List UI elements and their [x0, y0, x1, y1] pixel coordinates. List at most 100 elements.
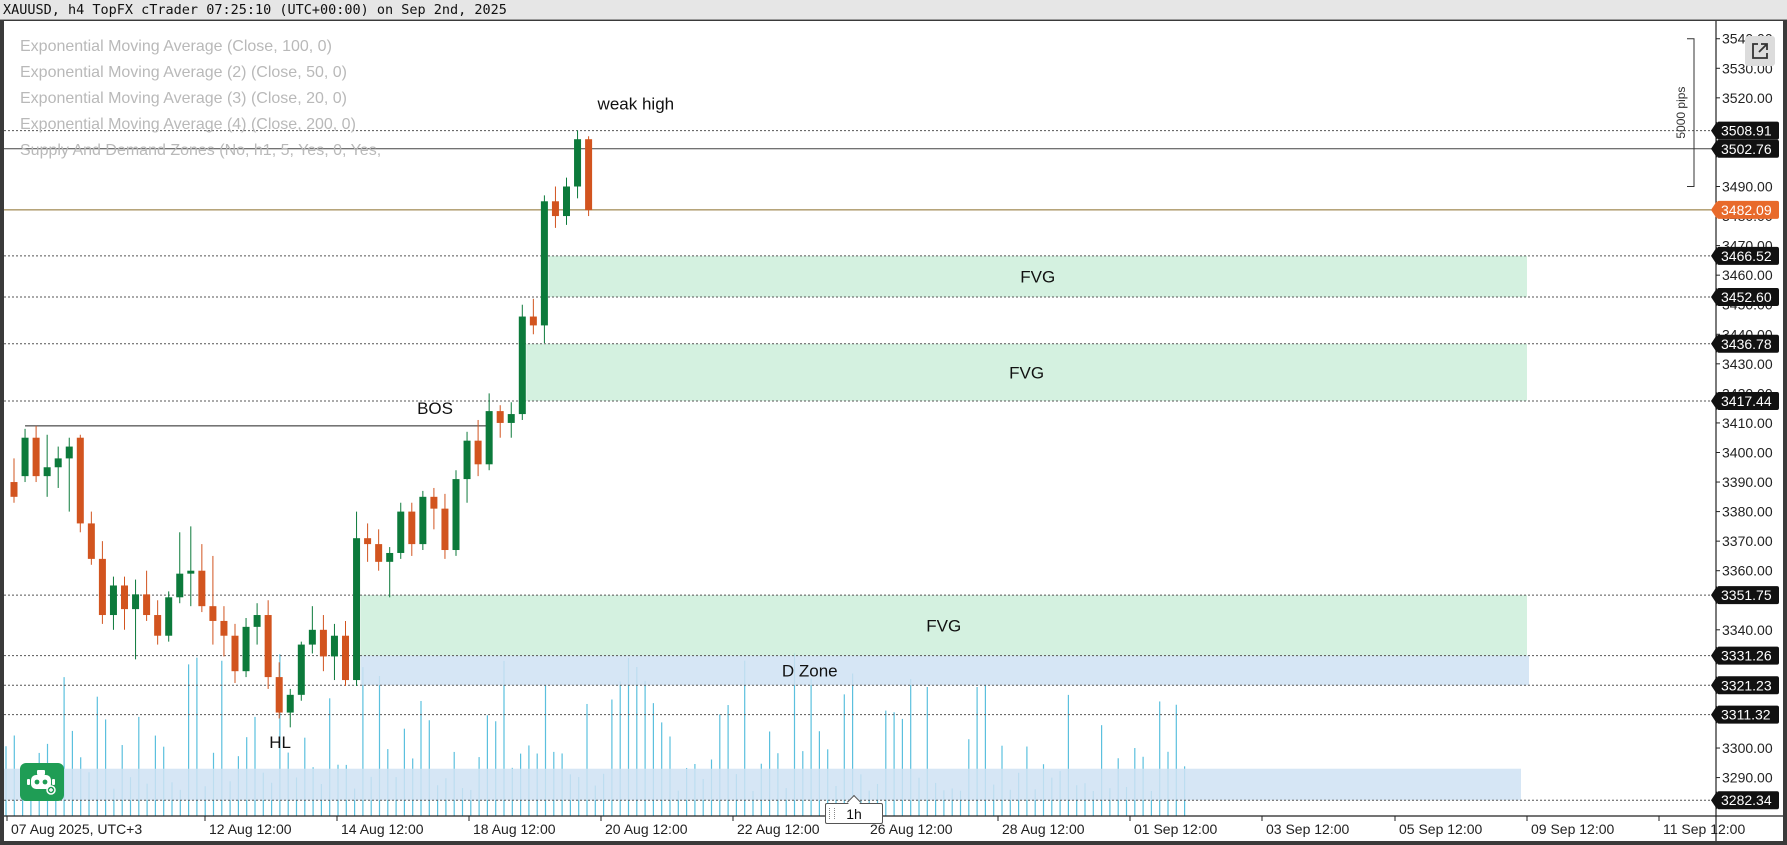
candle-body[interactable]	[209, 606, 217, 621]
candle-body[interactable]	[364, 538, 372, 545]
price-level-tag-pointer	[1711, 791, 1717, 810]
candle-body[interactable]	[452, 479, 460, 551]
candle-body[interactable]	[275, 677, 283, 713]
candle-body[interactable]	[220, 620, 228, 636]
price-level-tag-text: 3282.34	[1721, 792, 1772, 808]
price-tick-label: 3520.00	[1722, 90, 1773, 106]
candle-body[interactable]	[330, 635, 338, 657]
candle-body[interactable]	[98, 558, 106, 616]
price-level-tag-pointer	[1711, 139, 1717, 158]
price-level-tag[interactable]	[1717, 791, 1779, 810]
candle-body[interactable]	[121, 585, 128, 610]
price-level-tag-pointer	[1711, 705, 1717, 724]
candle-body[interactable]	[397, 511, 405, 553]
candle-body[interactable]	[231, 635, 239, 672]
timeframe-selector[interactable]: 1h	[825, 794, 883, 824]
candle-body[interactable]	[386, 552, 394, 562]
candle-body[interactable]	[319, 629, 327, 657]
candle-body[interactable]	[10, 482, 18, 497]
candle-body[interactable]	[585, 139, 593, 211]
candle-body[interactable]	[32, 437, 40, 477]
candle-body[interactable]	[143, 594, 151, 616]
candle-body[interactable]	[43, 467, 51, 477]
candle-body[interactable]	[132, 594, 140, 610]
candle-body[interactable]	[563, 186, 570, 217]
price-level-tag-pointer	[1711, 121, 1717, 140]
candle-body[interactable]	[540, 201, 548, 326]
candle-body[interactable]	[187, 570, 195, 574]
candle-body[interactable]	[441, 508, 449, 551]
candle-body[interactable]	[474, 440, 482, 465]
candle-body[interactable]	[463, 440, 471, 480]
current-price-tag[interactable]	[1717, 200, 1779, 219]
candle-body[interactable]	[286, 694, 294, 713]
fvg-zone[interactable]	[526, 343, 1527, 401]
time-tick-label: 20 Aug 12:00	[605, 821, 688, 837]
legend-supply-demand-zones[interactable]: Supply And Demand Zones (No, h1, 5, Yes,…	[20, 142, 382, 159]
price-level-tag[interactable]	[1717, 288, 1779, 307]
fvg-zone[interactable]	[548, 255, 1527, 298]
price-level-tag[interactable]	[1717, 705, 1779, 724]
price-level-tag[interactable]	[1717, 586, 1779, 605]
price-level-tag-text: 3311.32	[1721, 707, 1771, 723]
demand-zone[interactable]	[360, 655, 1529, 686]
price-level-tag[interactable]	[1717, 676, 1779, 695]
chart-annotation: weak high	[597, 95, 675, 114]
price-level-tag[interactable]	[1717, 391, 1779, 410]
candle-body[interactable]	[154, 615, 162, 636]
candle-body[interactable]	[21, 437, 29, 477]
candle-body[interactable]	[264, 615, 272, 678]
fvg-zone[interactable]	[360, 595, 1527, 656]
price-level-tag-pointer	[1711, 646, 1717, 665]
candle-body[interactable]	[109, 585, 117, 616]
time-tick-label: 05 Sep 12:00	[1399, 821, 1483, 837]
candle-body[interactable]	[518, 316, 526, 415]
candle-body[interactable]	[375, 544, 383, 562]
price-chart[interactable]: FVG FVG FVG D Zone weak high BOS HL 5000 pips 35…	[4, 21, 1783, 841]
price-level-tag-text: 3436.78	[1721, 336, 1772, 352]
price-level-tag[interactable]	[1717, 121, 1779, 140]
candle-body[interactable]	[419, 496, 427, 545]
candle-body[interactable]	[54, 458, 62, 468]
candle-body[interactable]	[574, 139, 582, 187]
legend-ema-20[interactable]: Exponential Moving Average (3) (Close, 2…	[20, 90, 347, 107]
candle-body[interactable]	[176, 573, 184, 598]
price-level-tag[interactable]	[1717, 646, 1779, 665]
chart-area[interactable]: FVG FVG FVG D Zone weak high BOS HL 5000 pips 35…	[4, 21, 1783, 841]
price-tick-label: 3390.00	[1722, 474, 1773, 490]
demand-zone[interactable]	[4, 768, 1521, 801]
price-tick-label: 3460.00	[1722, 267, 1773, 283]
candle-body[interactable]	[165, 597, 173, 636]
candle-body[interactable]	[496, 411, 504, 423]
price-level-tag[interactable]	[1717, 334, 1779, 353]
candle-body[interactable]	[342, 635, 349, 681]
drag-grip-icon[interactable]	[829, 808, 835, 819]
candle-body[interactable]	[507, 414, 515, 423]
legend-ema-200[interactable]: Exponential Moving Average (4) (Close, 2…	[20, 116, 356, 133]
candle-body[interactable]	[308, 629, 316, 645]
candle-body[interactable]	[353, 538, 361, 681]
candle-body[interactable]	[65, 446, 73, 459]
time-tick-label: 07 Aug 2025, UTC+3	[11, 821, 142, 837]
price-level-tag[interactable]	[1717, 139, 1779, 158]
candle-body[interactable]	[253, 615, 261, 627]
candle-body[interactable]	[408, 511, 416, 545]
candle-body[interactable]	[76, 437, 84, 524]
candle-body[interactable]	[242, 626, 250, 672]
time-tick-label: 26 Aug 12:00	[870, 821, 953, 837]
price-level-tag-pointer	[1711, 246, 1717, 265]
candle-body[interactable]	[198, 570, 206, 607]
window-title: XAUUSD, h4 TopFX cTrader 07:25:10 (UTC+0…	[0, 0, 1787, 20]
popout-button[interactable]	[1745, 36, 1775, 66]
candle-body[interactable]	[485, 411, 493, 465]
candle-body[interactable]	[551, 201, 559, 217]
candle-body[interactable]	[87, 523, 95, 559]
legend-ema-100[interactable]: Exponential Moving Average (Close, 100, …	[20, 38, 332, 55]
candle-body[interactable]	[529, 316, 537, 326]
candle-body[interactable]	[297, 644, 305, 695]
price-level-tag[interactable]	[1717, 246, 1779, 265]
trading-bot-button[interactable]	[20, 763, 64, 801]
price-tick-label: 3370.00	[1722, 533, 1773, 549]
candle-body[interactable]	[430, 496, 438, 509]
legend-ema-50[interactable]: Exponential Moving Average (2) (Close, 5…	[20, 64, 347, 81]
